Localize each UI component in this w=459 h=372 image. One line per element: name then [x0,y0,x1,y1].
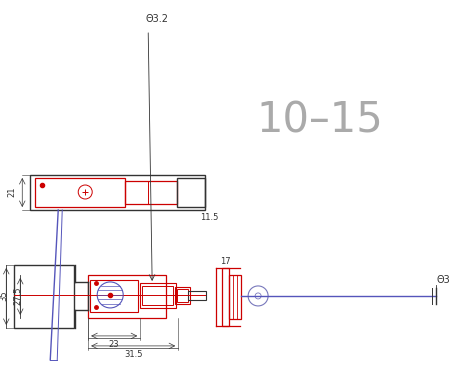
Bar [88,275,166,318]
Text: 21: 21 [8,187,17,197]
Bar [177,178,205,207]
Text: 17: 17 [219,257,230,266]
Bar [142,286,173,305]
Bar [35,178,125,207]
Bar [30,175,205,210]
Text: 35: 35 [0,291,9,301]
Text: Θ3.2: Θ3.2 [145,14,168,24]
Bar [177,289,188,302]
Bar [140,283,176,308]
Text: 23: 23 [109,340,119,349]
Bar [175,287,190,304]
Bar [125,181,177,204]
Text: 27.5: 27.5 [14,287,22,305]
Text: Θ3: Θ3 [435,275,449,285]
Text: 11.5: 11.5 [200,213,218,222]
Bar [188,291,206,300]
Bar [229,275,241,319]
Text: 31.5: 31.5 [123,350,142,359]
Bar [222,268,229,326]
Bar [14,265,74,328]
Bar [90,280,138,312]
Text: 10–15: 10–15 [256,99,383,141]
